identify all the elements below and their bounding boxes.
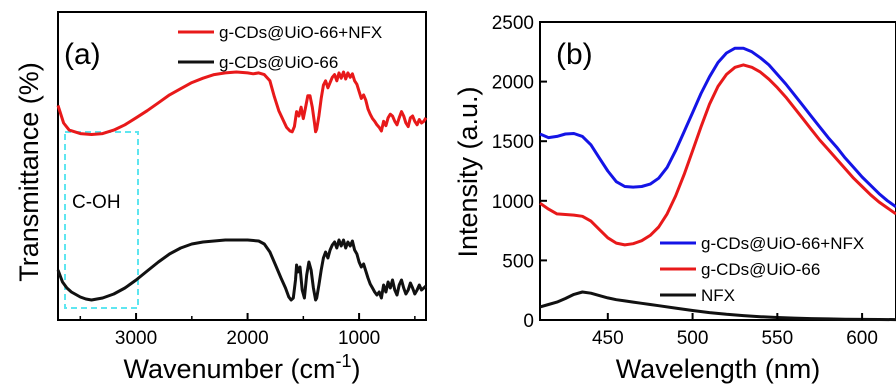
panel-b-y-tick-label-2: 1000 [492, 192, 534, 213]
panel-b-series-group [539, 46, 896, 322]
panel-b-y-tick-label-1: 500 [502, 251, 534, 272]
panel-b-x-axis-title: Wavelength (nm) [616, 354, 821, 384]
panel-b-y-tick-label-4: 2000 [492, 73, 534, 94]
panel-a-x-axis-title-sup: -1 [336, 351, 352, 371]
legend-b-label-0: g-CDs@UiO-66+NFX [701, 234, 864, 253]
panel-b-x-tick-label-0: 450 [592, 328, 624, 349]
panel-a-x-ticks: 3000 2000 1000 [79, 313, 416, 349]
legend-a-label-0: g-CDs@UiO-66+NFX [219, 23, 382, 42]
panel-b-series-line-0 [539, 46, 896, 209]
panel-a-x-tick-label-0: 3000 [115, 328, 157, 349]
legend-b-label-2: NFX [701, 286, 735, 305]
panel-a: C-OH (a) 3000 2000 1000 g-CDs@UiO-66+NFX g… [14, 11, 428, 384]
panel-b-label: (b) [556, 38, 593, 71]
legend-b-label-1: g-CDs@UiO-66 [701, 260, 820, 279]
panel-b-frame [539, 21, 896, 321]
panel-a-x-tick-label-2: 1000 [338, 328, 380, 349]
panel-a-series-group [56, 70, 428, 302]
panel-a-series-line-0 [56, 70, 428, 136]
panel-b-x-ticks: 450 500 550 600 [592, 313, 878, 349]
panel-b-y-axis-title: Intensity (a.u.) [453, 86, 483, 257]
panel-a-x-axis-title: Wavenumber (cm-1) [123, 351, 360, 384]
panel-a-legend: g-CDs@UiO-66+NFX g-CDs@UiO-66 [178, 23, 382, 72]
panel-a-x-tick-label-1: 2000 [226, 328, 268, 349]
panel-b-series-line-2 [539, 290, 896, 322]
panel-b-x-tick-label-1: 500 [677, 328, 709, 349]
panel-b-x-tick-label-2: 550 [761, 328, 793, 349]
panel-b-y-tick-label-0: 0 [523, 311, 534, 332]
panel-a-series-line-1 [56, 238, 428, 302]
panel-a-x-axis-title-tail: ) [352, 354, 361, 384]
panel-b-legend: g-CDs@UiO-66+NFX g-CDs@UiO-66 NFX [660, 234, 864, 305]
panel-a-y-axis-title: Transmittance (%) [14, 62, 44, 282]
panel-a-x-axis-title-main: Wavenumber (cm [123, 354, 335, 384]
panel-a-frame [57, 11, 427, 321]
panel-b-y-tick-label-5: 2500 [492, 13, 534, 34]
panel-a-label: (a) [64, 38, 101, 71]
panel-b-y-tick-label-3: 1500 [492, 132, 534, 153]
panel-b-y-ticks: 0 500 1000 1500 2000 2500 [492, 13, 547, 332]
c-oh-annotation-label: C-OH [72, 192, 121, 213]
panel-b: (b) 450 500 550 600 0 500 1000 1500 2000 2500 g-… [453, 13, 896, 384]
panel-b-series-line-1 [539, 63, 896, 247]
legend-a-label-1: g-CDs@UiO-66 [219, 53, 338, 72]
panel-b-x-tick-label-3: 600 [846, 328, 878, 349]
c-oh-annotation-box [64, 131, 139, 309]
